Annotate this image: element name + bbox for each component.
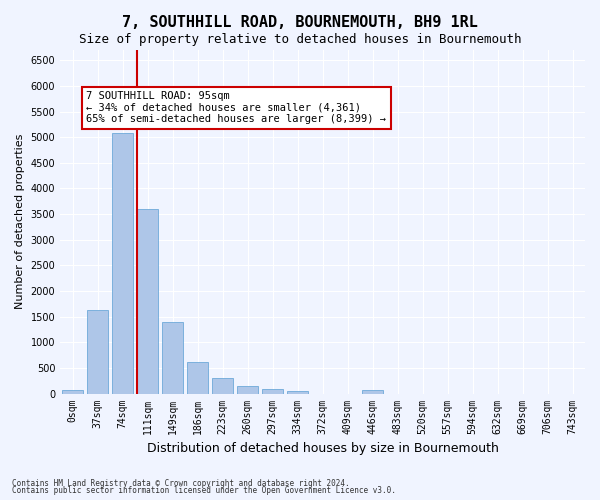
Text: 7, SOUTHHILL ROAD, BOURNEMOUTH, BH9 1RL: 7, SOUTHHILL ROAD, BOURNEMOUTH, BH9 1RL: [122, 15, 478, 30]
Text: Contains HM Land Registry data © Crown copyright and database right 2024.: Contains HM Land Registry data © Crown c…: [12, 478, 350, 488]
X-axis label: Distribution of detached houses by size in Bournemouth: Distribution of detached houses by size …: [146, 442, 499, 455]
Bar: [287, 390, 308, 394]
Text: 7 SOUTHHILL ROAD: 95sqm
← 34% of detached houses are smaller (4,361)
65% of semi: 7 SOUTHHILL ROAD: 95sqm ← 34% of detache…: [86, 91, 386, 124]
Bar: [237, 386, 258, 394]
Bar: [262, 390, 283, 394]
Text: Size of property relative to detached houses in Bournemouth: Size of property relative to detached ho…: [79, 32, 521, 46]
Bar: [137, 210, 158, 394]
Y-axis label: Number of detached properties: Number of detached properties: [15, 134, 25, 310]
Bar: [112, 133, 133, 394]
Bar: [87, 310, 108, 394]
Bar: [62, 390, 83, 394]
Bar: [187, 362, 208, 394]
Bar: [162, 322, 183, 394]
Text: Contains public sector information licensed under the Open Government Licence v3: Contains public sector information licen…: [12, 486, 396, 495]
Bar: [212, 378, 233, 394]
Bar: [362, 390, 383, 394]
